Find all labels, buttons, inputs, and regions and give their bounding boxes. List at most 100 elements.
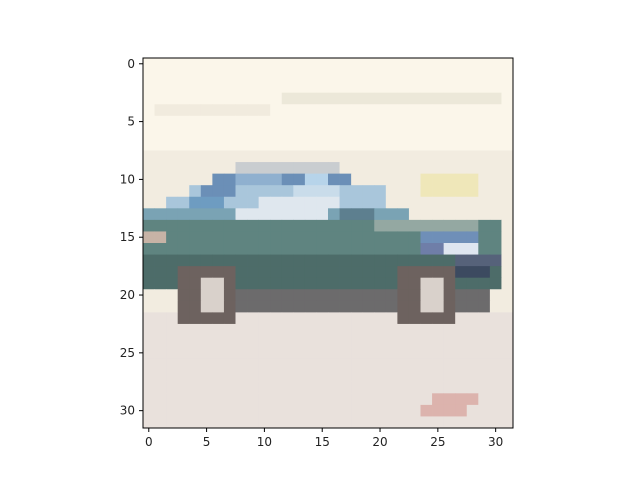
image-pixel [178, 324, 190, 336]
image-pixel [363, 81, 375, 93]
image-pixel [501, 162, 513, 174]
image-pixel [316, 139, 328, 151]
image-pixel [340, 336, 352, 348]
image-pixel [386, 416, 398, 428]
image-pixel [501, 104, 513, 116]
image-pixel [409, 266, 421, 278]
image-pixel [293, 255, 305, 267]
image-pixel [455, 70, 467, 82]
image-pixel [212, 151, 224, 163]
image-pixel [201, 359, 213, 371]
image-pixel [351, 278, 363, 290]
image-pixel [340, 255, 352, 267]
image-pixel [155, 278, 167, 290]
image-pixel [236, 81, 248, 93]
image-pixel [236, 324, 248, 336]
image-pixel [444, 127, 456, 139]
image-pixel [397, 220, 409, 232]
image-pixel [201, 116, 213, 128]
image-pixel [155, 405, 167, 417]
image-pixel [259, 197, 271, 209]
image-pixel [467, 370, 479, 382]
image-pixel [374, 231, 386, 243]
image-pixel [478, 382, 490, 394]
image-pixel [247, 370, 259, 382]
image-pixel [259, 336, 271, 348]
image-pixel [409, 336, 421, 348]
image-pixel [351, 231, 363, 243]
image-pixel [178, 127, 190, 139]
image-pixel [247, 70, 259, 82]
image-pixel [444, 243, 456, 255]
image-pixel [189, 70, 201, 82]
image-pixel [212, 174, 224, 186]
image-pixel [282, 336, 294, 348]
image-pixel [351, 139, 363, 151]
image-pixel [478, 393, 490, 405]
image-pixel [328, 139, 340, 151]
image-pixel [363, 116, 375, 128]
image-pixel [374, 370, 386, 382]
image-pixel [340, 382, 352, 394]
y-tick-label: 20 [120, 288, 135, 302]
image-pixel [409, 208, 421, 220]
image-pixel [282, 266, 294, 278]
image-pixel [351, 359, 363, 371]
x-tick-label: 20 [372, 435, 387, 449]
image-pixel [490, 93, 502, 105]
image-pixel [386, 127, 398, 139]
image-pixel [409, 139, 421, 151]
image-pixel [501, 116, 513, 128]
image-pixel [432, 70, 444, 82]
image-pixel [409, 289, 421, 301]
image-pixel [467, 336, 479, 348]
image-pixel [340, 185, 352, 197]
image-pixel [501, 255, 513, 267]
image-pixel [155, 151, 167, 163]
image-pixel [374, 116, 386, 128]
image-pixel [236, 359, 248, 371]
image-pixel [166, 243, 178, 255]
image-pixel [340, 220, 352, 232]
image-pixel [316, 347, 328, 359]
image-pixel [409, 405, 421, 417]
image-pixel [270, 243, 282, 255]
image-pixel [478, 104, 490, 116]
image-pixel [386, 70, 398, 82]
image-pixel [478, 231, 490, 243]
image-pixel [224, 243, 236, 255]
image-pixel [490, 324, 502, 336]
image-pixel [490, 359, 502, 371]
x-tick-label: 10 [257, 435, 272, 449]
image-pixel [397, 255, 409, 267]
image-pixel [143, 139, 155, 151]
image-pixel [178, 393, 190, 405]
image-pixel [478, 93, 490, 105]
image-pixel [467, 185, 479, 197]
image-pixel [201, 127, 213, 139]
image-pixel [409, 116, 421, 128]
image-pixel [421, 289, 433, 301]
image-pixel [490, 116, 502, 128]
image-pixel [467, 93, 479, 105]
image-pixel [143, 347, 155, 359]
image-pixel [363, 312, 375, 324]
image-pixel [189, 370, 201, 382]
image-pixel [143, 162, 155, 174]
image-pixel [282, 289, 294, 301]
image-pixel [478, 336, 490, 348]
image-pixel [212, 312, 224, 324]
image-pixel [490, 185, 502, 197]
image-pixel [201, 416, 213, 428]
image-pixel [421, 197, 433, 209]
image-pixel [247, 116, 259, 128]
image-pixel [478, 185, 490, 197]
image-pixel [143, 81, 155, 93]
image-pixel [501, 347, 513, 359]
image-pixel [478, 255, 490, 267]
image-pixel [178, 58, 190, 70]
image-pixel [316, 324, 328, 336]
image-pixel [224, 208, 236, 220]
image-pixel [444, 266, 456, 278]
image-pixel [467, 151, 479, 163]
